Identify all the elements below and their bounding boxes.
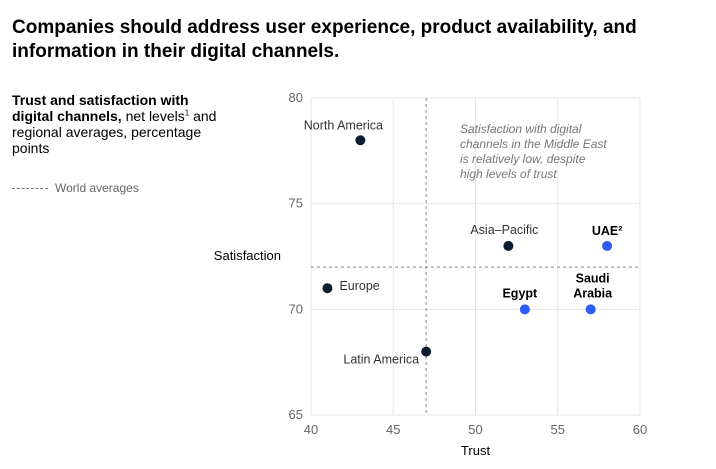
annotation-text: Satisfaction with digital channels in the… <box>460 122 607 181</box>
chart-headline: Companies should address user experience… <box>12 17 637 62</box>
legend-dashed-line <box>12 187 48 189</box>
axis-ticks: 40 45 50 55 60 65 70 75 80 <box>289 90 648 437</box>
subtitle-rest: and regional averages, percentage points <box>12 108 217 156</box>
x-axis-title: Trust <box>461 443 491 458</box>
annotation: Satisfaction with digital channels in the… <box>460 122 607 181</box>
point-label-line: Saudi <box>576 271 610 285</box>
data-point <box>322 283 333 294</box>
x-tick-label: 60 <box>633 422 647 437</box>
legend-label: World averages <box>55 181 139 195</box>
reference-lines <box>311 98 640 415</box>
subtitle-footnote: 1 <box>184 108 190 118</box>
x-tick-label: 50 <box>468 422 482 437</box>
x-tick-label: 55 <box>551 422 565 437</box>
legend: World averages <box>12 181 139 195</box>
annotation-line: Satisfaction with digital <box>460 122 582 136</box>
annotation-line: is relatively low, despite <box>460 152 586 166</box>
data-point <box>355 135 366 146</box>
point-label: Egypt <box>502 286 538 300</box>
y-tick-label: 80 <box>289 90 303 105</box>
data-point <box>519 304 530 315</box>
subtitle-regular: net levels <box>121 108 185 124</box>
annotation-line: high levels of trust <box>460 167 557 181</box>
x-tick-label: 40 <box>304 422 318 437</box>
point-label: Europe <box>339 279 379 293</box>
chart-subtitle: Trust and satisfaction with digital chan… <box>12 92 222 156</box>
point-label-line: Arabia <box>573 286 613 300</box>
y-tick-label: 70 <box>289 301 303 316</box>
subtitle-bold: Trust and satisfaction with digital chan… <box>12 92 189 124</box>
data-point <box>421 346 432 357</box>
grid <box>310 97 641 416</box>
y-tick-label: 65 <box>289 407 303 422</box>
point-label: Saudi Arabia <box>573 271 613 300</box>
point-label: Latin America <box>343 353 419 367</box>
data-point <box>585 304 596 315</box>
data-point <box>602 240 613 251</box>
point-label: UAE² <box>592 224 623 238</box>
data-points: North America Asia–Pacific UAE² Europe Egypt… <box>304 118 623 366</box>
point-label: Asia–Pacific <box>470 223 538 237</box>
annotation-line: channels in the Middle East <box>460 137 607 151</box>
data-point <box>503 240 514 251</box>
point-label: North America <box>304 118 383 132</box>
x-tick-label: 45 <box>386 422 400 437</box>
y-tick-label: 75 <box>289 196 303 211</box>
y-axis-title: Satisfaction <box>214 248 281 263</box>
